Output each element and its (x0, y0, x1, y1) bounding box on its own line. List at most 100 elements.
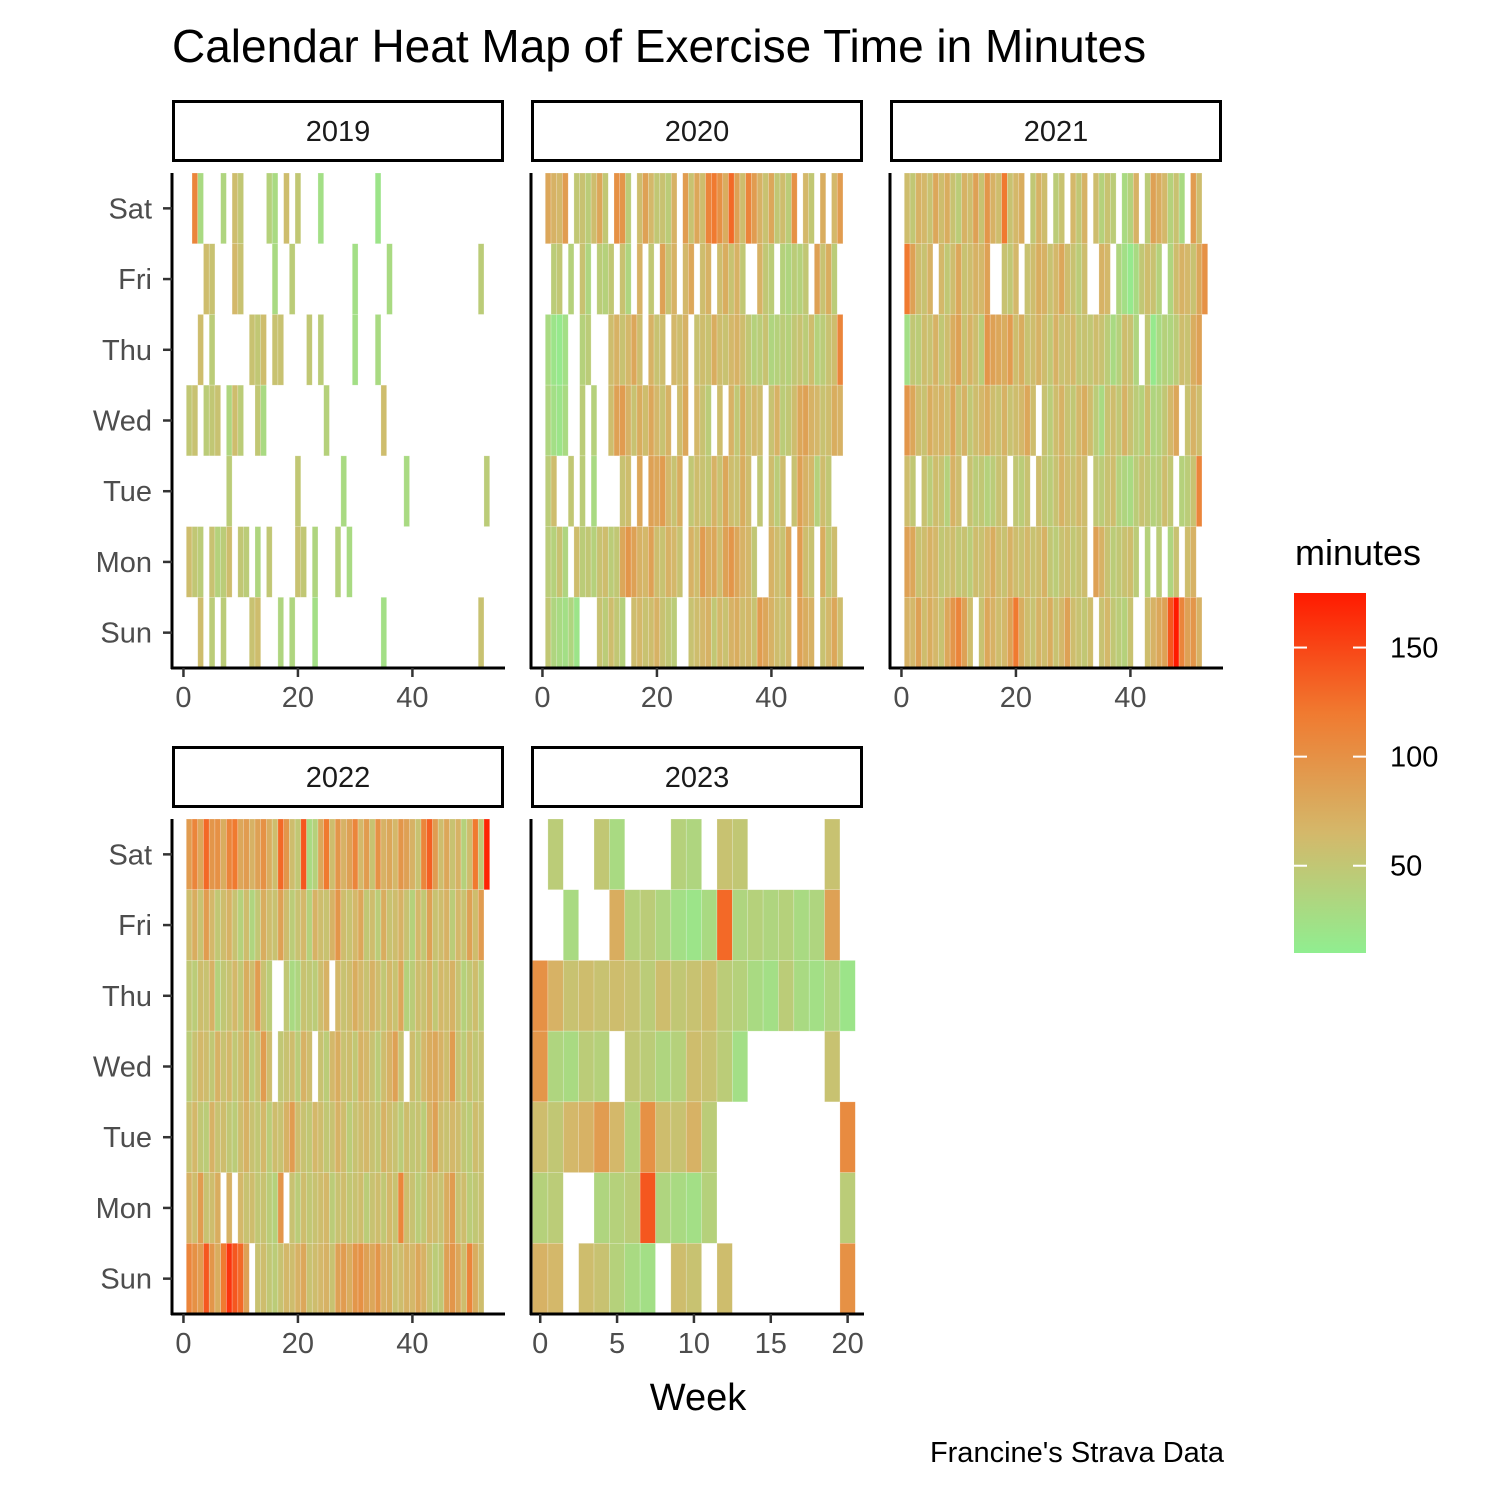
heatmap-cell (639, 960, 656, 1032)
heatmap-cell (197, 172, 204, 245)
heatmap-cell (472, 1172, 479, 1244)
heatmap-cell (409, 818, 416, 891)
heatmap-cell (1190, 455, 1197, 527)
heatmap-cell (904, 314, 911, 386)
heatmap-cell (722, 596, 729, 669)
heatmap-cell (545, 596, 552, 669)
heatmap-cell (949, 243, 957, 315)
heatmap-cell (824, 960, 841, 1032)
heatmap-cell (739, 455, 746, 527)
heatmap-cell (590, 526, 598, 598)
heatmap-cell (237, 1242, 244, 1315)
heatmap-cell (477, 1172, 485, 1244)
heatmap-cell (289, 243, 296, 315)
heatmap-cell (191, 1242, 199, 1315)
heatmap-cell (808, 384, 815, 457)
heatmap-cell (773, 384, 781, 457)
heatmap-cell (1070, 172, 1077, 245)
heatmap-cell (191, 172, 199, 245)
heatmap-cell (693, 455, 701, 527)
heatmap-cell (277, 1030, 284, 1103)
heatmap-cell (1121, 455, 1128, 527)
heatmap-cell (340, 1242, 347, 1315)
heatmap-cell (289, 596, 296, 669)
heatmap-cell (579, 384, 586, 457)
heatmap-cell (472, 889, 479, 961)
heatmap-cell (779, 172, 787, 245)
heatmap-cell (984, 455, 991, 527)
heatmap-cell (369, 1101, 376, 1173)
heatmap-cell (1018, 384, 1025, 457)
heatmap-cell (745, 314, 752, 386)
heatmap-cell (472, 960, 479, 1032)
heatmap-cell (796, 384, 804, 457)
heatmap-cell (311, 889, 319, 961)
heatmap-cell (243, 960, 250, 1032)
heatmap-cell (779, 314, 787, 386)
heatmap-cell (670, 1172, 687, 1244)
heatmap-cell (1121, 596, 1128, 669)
heatmap-cell (294, 1242, 302, 1315)
heatmap-cell (716, 526, 724, 598)
heatmap-cell (472, 1030, 479, 1103)
heatmap-cell (392, 889, 399, 961)
heatmap-cell (386, 1242, 393, 1315)
heatmap-cell (670, 1030, 687, 1103)
heatmap-cell (1110, 314, 1117, 386)
heatmap-cell (1155, 172, 1163, 245)
heatmap-cell (260, 960, 267, 1032)
heatmap-cell (1150, 384, 1157, 457)
heatmap-cell (785, 596, 792, 669)
heatmap-cell (483, 818, 490, 891)
heatmap-cell (1144, 314, 1151, 386)
y-tick-label: Wed (93, 1052, 152, 1084)
heatmap-cell (685, 1172, 702, 1244)
heatmap-cell (926, 455, 934, 527)
heatmap-cell (1035, 314, 1042, 386)
heatmap-cell (1190, 596, 1197, 669)
heatmap-cell (1070, 455, 1077, 527)
heatmap-cell (1132, 243, 1140, 315)
heatmap-cell (1195, 384, 1203, 457)
heatmap-cell (203, 818, 210, 891)
heatmap-cell (1041, 172, 1048, 245)
heatmap-cell (1012, 596, 1020, 669)
heatmap-cell (237, 243, 244, 315)
heatmap-cell (1104, 455, 1111, 527)
heatmap-cell (796, 314, 804, 386)
heatmap-cell (648, 526, 655, 598)
heatmap-cell (214, 818, 221, 891)
heatmap-cell (1058, 455, 1065, 527)
heatmap-cell (231, 960, 239, 1032)
heatmap-cell (231, 1101, 239, 1173)
heatmap-cell (1075, 596, 1083, 669)
heatmap-cell (1195, 172, 1203, 245)
heatmap-cell (1138, 455, 1146, 527)
heatmap-cell (260, 384, 267, 457)
heatmap-cell (352, 314, 359, 386)
heatmap-cell (921, 526, 928, 598)
heatmap-cell (955, 455, 962, 527)
heatmap-cell (733, 526, 741, 598)
heatmap-cell (802, 596, 809, 669)
x-tick-label: 0 (175, 682, 191, 714)
heatmap-cell (283, 960, 290, 1032)
heatmap-cell (955, 243, 962, 315)
heatmap-cell (243, 889, 250, 961)
heatmap-cell (819, 384, 827, 457)
heatmap-cell (556, 596, 563, 669)
heatmap-cell (670, 172, 678, 245)
heatmap-cell (711, 526, 718, 598)
heatmap-cell (791, 384, 798, 457)
heatmap-cell (289, 1242, 296, 1315)
heatmap-cell (1029, 314, 1037, 386)
heatmap-cell (289, 960, 296, 1032)
heatmap-cell (392, 1030, 399, 1103)
x-tick-label: 20 (282, 682, 314, 714)
heatmap-cell (1104, 384, 1111, 457)
heatmap-cell (254, 596, 262, 669)
heatmap-cell (477, 960, 485, 1032)
heatmap-cell (648, 243, 655, 315)
heatmap-cell (1104, 243, 1111, 315)
heatmap-cell (283, 818, 290, 891)
